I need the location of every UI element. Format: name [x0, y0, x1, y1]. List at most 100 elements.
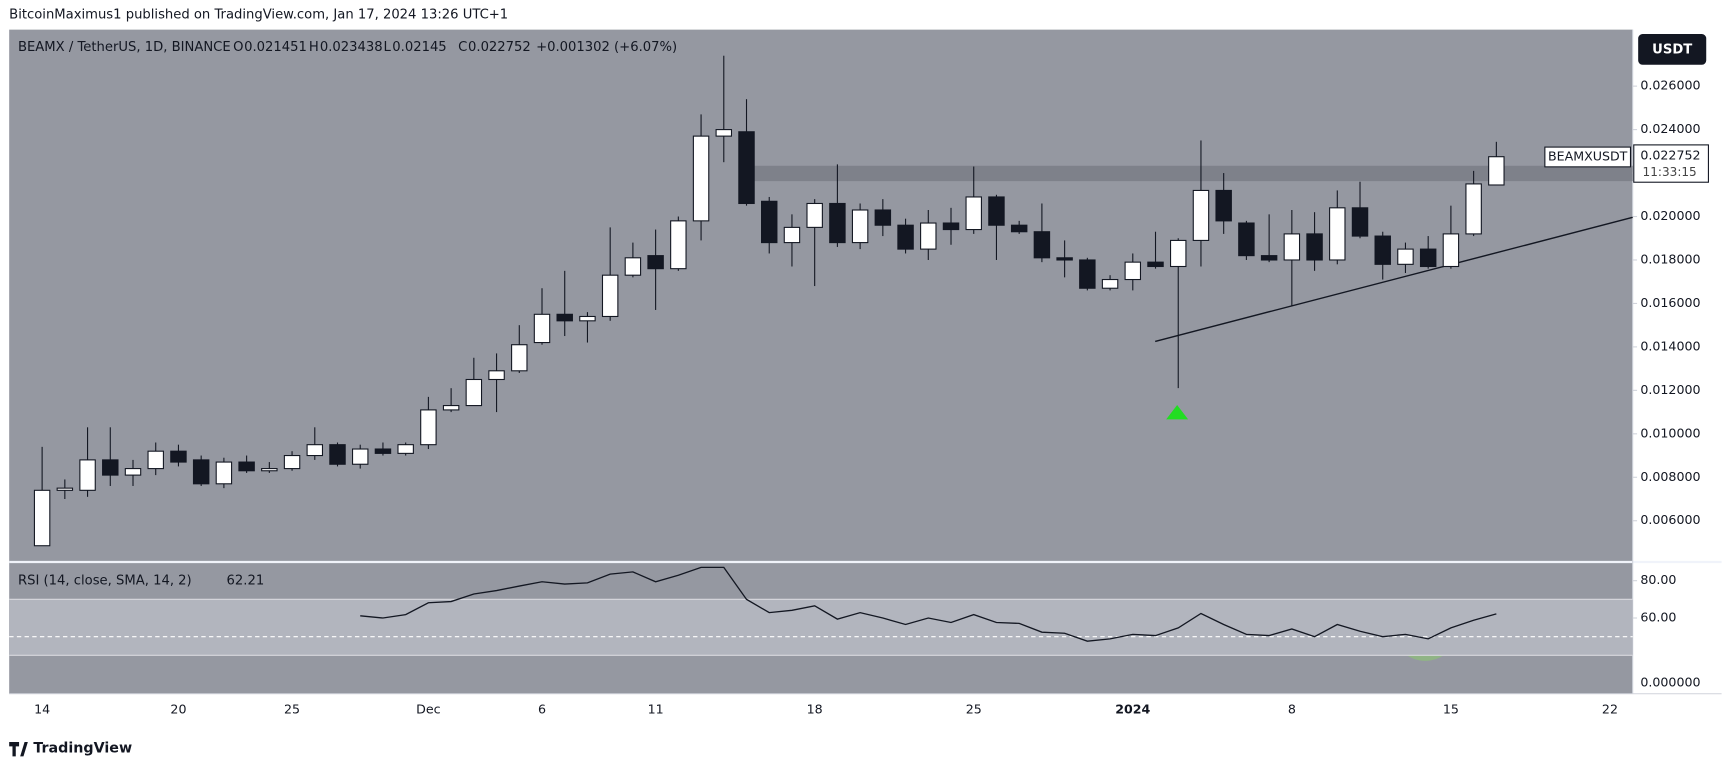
candle-body [1351, 207, 1369, 237]
y-tick-label: 0.026000 [1640, 78, 1700, 93]
ohlc-value: 0.021451 [244, 40, 307, 55]
candle-body [1170, 239, 1187, 268]
brand: TradingView [33, 741, 132, 757]
candle-body [351, 448, 369, 465]
x-tick-label: 25 [966, 702, 982, 717]
x-tick-label: 2024 [1115, 702, 1150, 717]
candle-body [1442, 233, 1460, 268]
candle-body [647, 255, 664, 270]
x-tick-label: 8 [1288, 702, 1296, 717]
candle-body [1283, 233, 1301, 261]
candle-body [261, 468, 278, 472]
y-tick-label: 0.008000 [1640, 469, 1700, 484]
x-tick-label: Dec [416, 702, 440, 717]
candle-body [1056, 257, 1073, 261]
candle-body [1260, 255, 1278, 261]
candle-body [760, 200, 778, 244]
published-note: BitcoinMaximus1 published on TradingView… [9, 7, 508, 22]
candle-body [102, 459, 119, 476]
candle-body [1419, 248, 1437, 268]
ohlc-value: 0.023438 [320, 40, 383, 55]
rsi-bottom-label: 0.000000 [1640, 674, 1700, 689]
candle-body [511, 344, 528, 372]
candle-body [715, 129, 733, 137]
countdown: 11:33:15 [1643, 165, 1697, 179]
candle-body [442, 405, 460, 411]
candle-body [965, 196, 982, 231]
rsi-value: 62.21 [227, 574, 265, 589]
candle-body [465, 378, 483, 407]
candle-body [1374, 235, 1391, 265]
price-label: BEAMXUSDT [1548, 148, 1628, 163]
candle-body [1192, 189, 1210, 241]
last-price: 0.022752 [1640, 147, 1700, 162]
candle-body [624, 257, 642, 276]
candle-body [851, 209, 869, 244]
last-price-box [1633, 144, 1709, 183]
ohlc-value: 0.02145 [392, 40, 446, 55]
ohlc-value: 0.022752 [468, 40, 531, 55]
candle-body [33, 489, 51, 547]
candle-body [692, 135, 710, 222]
candle-body [783, 226, 801, 244]
candle-body [556, 313, 573, 322]
candle-body [1147, 261, 1164, 268]
candle-body [170, 450, 187, 463]
y-tick-label: 0.006000 [1640, 512, 1700, 527]
ohlc-key: O [233, 40, 243, 55]
candle-body [488, 370, 505, 381]
rsi-tick-label: 80.00 [1640, 572, 1676, 587]
candle-body [79, 459, 96, 491]
candle-body [829, 202, 846, 244]
candle-body [283, 454, 301, 470]
currency-button[interactable] [1638, 34, 1707, 65]
ohlc-key: L [384, 40, 392, 55]
y-tick-label: 0.016000 [1640, 295, 1700, 310]
candle-body [397, 444, 414, 454]
resistance-zone [746, 165, 1633, 182]
candle-body [806, 202, 823, 228]
candle-body [420, 409, 437, 446]
candle-body [920, 222, 937, 250]
y-tick-label: 0.014000 [1640, 338, 1700, 353]
y-tick-label: 0.018000 [1640, 251, 1700, 266]
change: +0.001302 (+6.07%) [536, 40, 677, 55]
candle-body [192, 459, 210, 485]
brand-logo [9, 742, 28, 757]
candle-body [238, 461, 255, 472]
x-tick-label: 14 [34, 702, 50, 717]
y-tick-label: 0.010000 [1640, 425, 1700, 440]
y-tick-label: 0.020000 [1640, 208, 1700, 223]
ohlc-key: H [309, 40, 319, 55]
candle-body [1101, 278, 1119, 289]
candle-body [56, 487, 74, 491]
x-tick-label: 22 [1602, 702, 1618, 717]
candle-body [147, 450, 164, 470]
x-tick-label: 6 [538, 702, 546, 717]
candle-body [579, 315, 596, 322]
currency-button-label[interactable]: USDT [1652, 42, 1692, 57]
candle-body [306, 444, 324, 457]
x-tick-label: 15 [1443, 702, 1459, 717]
x-tick-label: 25 [284, 702, 300, 717]
candle-body [1033, 231, 1051, 259]
candle-body [988, 196, 1005, 226]
candle-body [1465, 183, 1482, 235]
x-tick-label: 11 [648, 702, 664, 717]
candle-body [1010, 224, 1028, 233]
candle-body [874, 209, 892, 226]
candle-body [124, 468, 142, 476]
candle-body [942, 222, 960, 231]
candle-body [374, 448, 392, 454]
candle-body [1124, 261, 1142, 281]
candle-body [1397, 248, 1414, 265]
candle-body [1215, 189, 1232, 222]
x-tick-label: 18 [807, 702, 823, 717]
candle-body [670, 220, 687, 270]
price-label-box [1544, 146, 1632, 168]
candle-body [601, 274, 619, 318]
candle-body [215, 461, 233, 485]
rsi-line [360, 566, 1497, 642]
price-pane [9, 29, 1633, 563]
ohlc-key: C [458, 40, 467, 55]
